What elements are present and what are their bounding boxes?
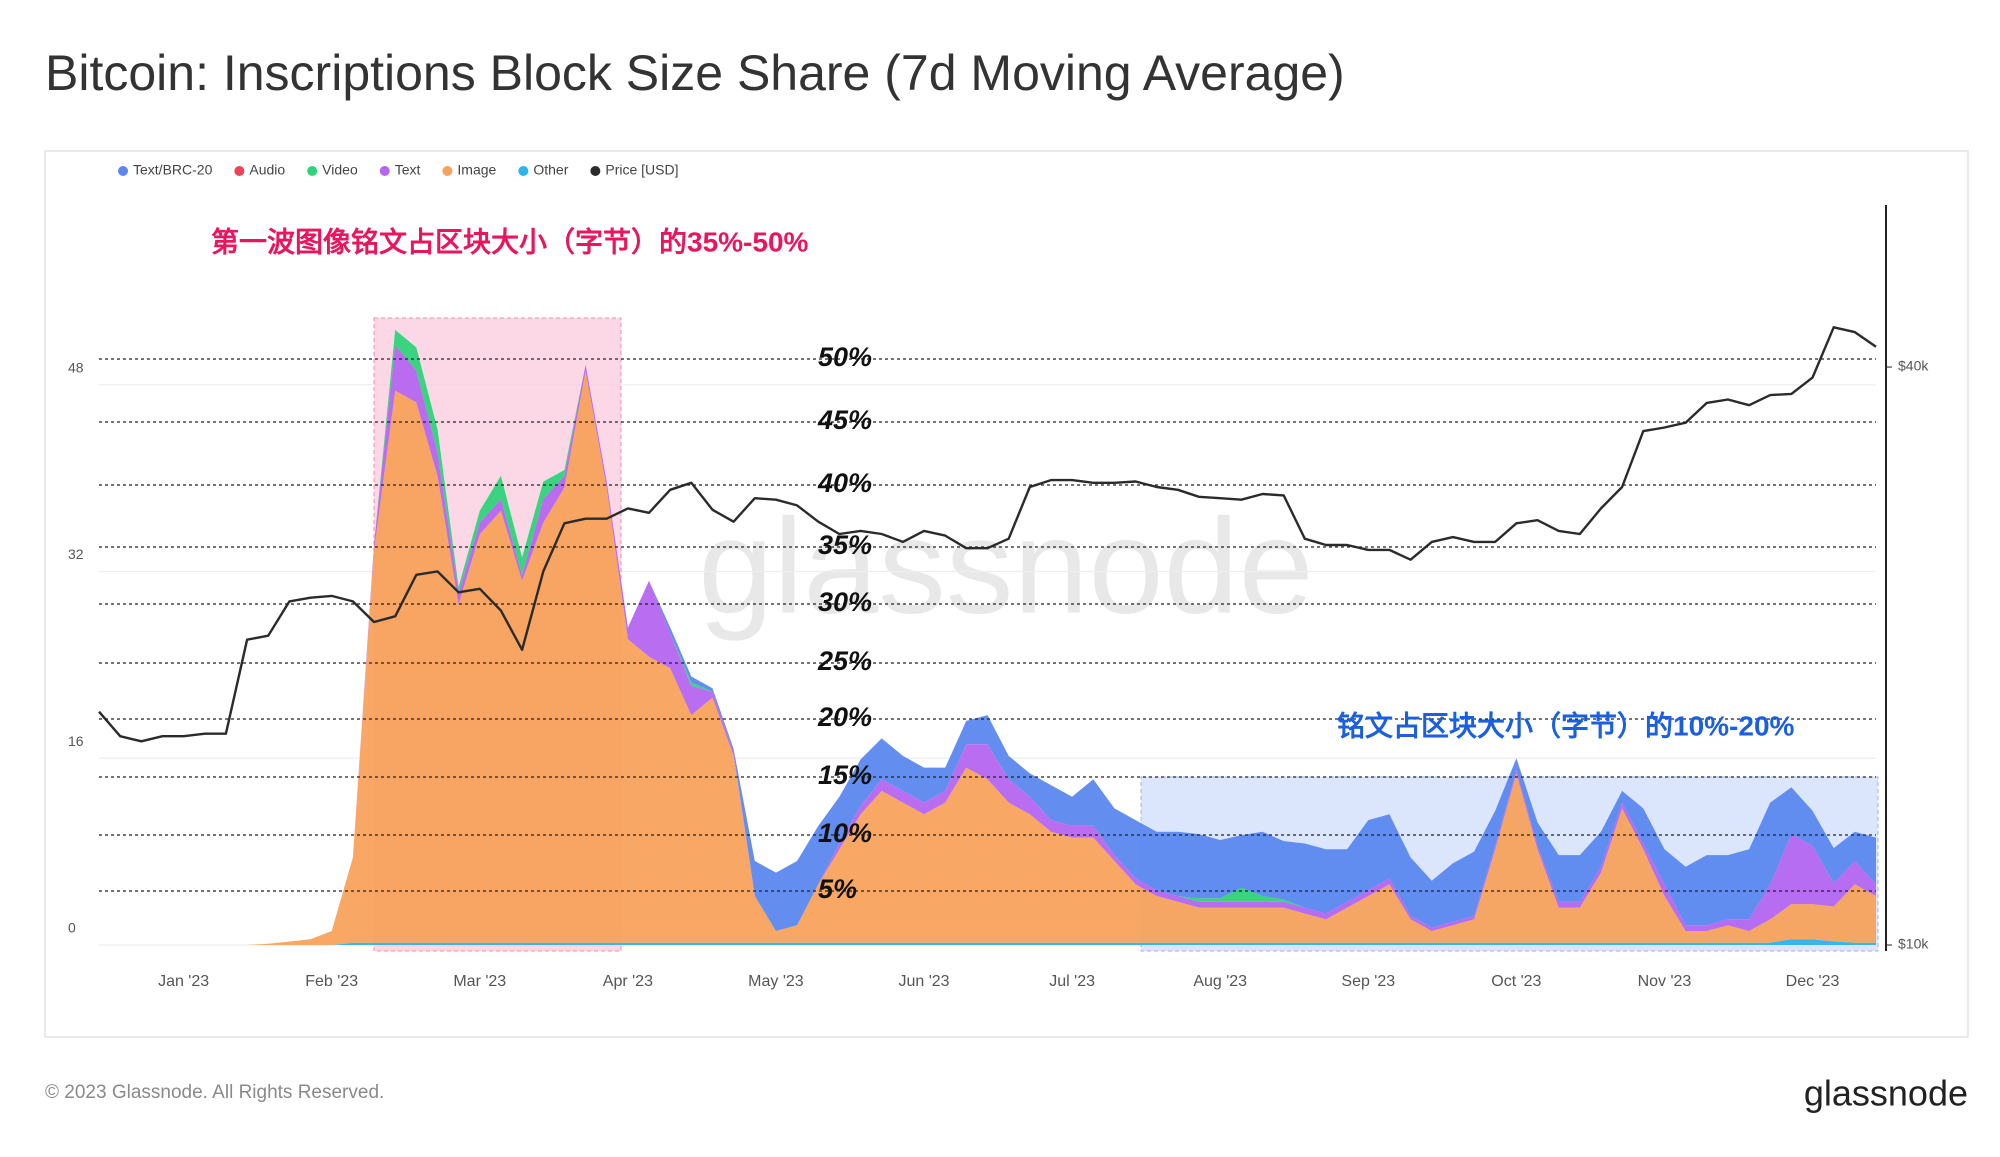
legend-marker (442, 166, 453, 176)
brand-logo: glassnode (1804, 1073, 1968, 1114)
copyright: © 2023 Glassnode. All Rights Reserved. (45, 1082, 384, 1103)
legend-marker (234, 166, 245, 176)
guide-label: 20% (817, 702, 872, 732)
y-tick-label: 32 (68, 546, 84, 562)
x-tick-label: Oct '23 (1491, 973, 1541, 990)
guide-label: 30% (818, 587, 872, 617)
x-tick-label: Nov '23 (1638, 973, 1692, 990)
legend-label: Other (533, 162, 568, 178)
annotation: 第一波图像铭文占区块大小（字节）的35%-50% (211, 225, 809, 257)
guide-label: 40% (817, 468, 872, 498)
legend-label: Audio (249, 162, 285, 178)
area (99, 370, 1876, 945)
legend-marker (307, 166, 318, 176)
legend-marker (590, 166, 601, 176)
watermark: glassnode (698, 491, 1313, 642)
legend-marker (118, 166, 128, 176)
x-tick-label: Sep '23 (1341, 973, 1395, 990)
legend-label: Video (322, 162, 358, 178)
y-tick-label: 48 (68, 359, 84, 375)
x-tick-label: Jul '23 (1049, 973, 1095, 990)
guide-label: 10% (818, 818, 872, 848)
legend-marker (518, 166, 529, 176)
x-tick-label: Apr '23 (603, 973, 653, 990)
area (99, 329, 1876, 945)
x-tick-label: May '23 (748, 973, 804, 990)
guide-label: 50% (818, 342, 872, 372)
y-tick-label: 0 (68, 920, 76, 936)
y2-tick-label: $40k (1898, 358, 1929, 374)
guide-label: 35% (818, 530, 872, 560)
legend-label: Text/BRC-20 (133, 162, 213, 178)
y-tick-label: 16 (68, 733, 84, 749)
y2-tick-label: $10k (1898, 936, 1929, 952)
x-tick-label: Mar '23 (453, 973, 506, 990)
legend-marker (379, 166, 390, 176)
legend-label: Image (457, 162, 496, 178)
price-line (98, 326, 1877, 743)
guide-label: 25% (817, 646, 872, 676)
chart-title: Bitcoin: Inscriptions Block Size Share (… (45, 45, 1345, 101)
x-tick-label: Jun '23 (898, 973, 949, 990)
guide-label: 45% (817, 405, 872, 435)
plot: 0 16 32 48 $10k $40k Jan '23 Feb '23 Mar '23 Apr … (68, 162, 1929, 991)
annotation: 铭文占区块大小（字节）的10%-20% (1337, 709, 1795, 741)
x-tick-label: Dec '23 (1786, 973, 1840, 990)
x-tick-label: Feb '23 (305, 973, 358, 990)
guide-label: 5% (818, 874, 857, 904)
legend-label: Price [USD] (605, 162, 678, 178)
x-tick-label: Jan '23 (158, 973, 209, 990)
guide-label: 15% (818, 760, 872, 790)
chart-frame (44, 150, 1969, 1038)
x-tick-label: Aug '23 (1193, 973, 1247, 990)
area (99, 329, 1876, 945)
area (99, 939, 1876, 945)
legend-label: Text (395, 162, 421, 178)
